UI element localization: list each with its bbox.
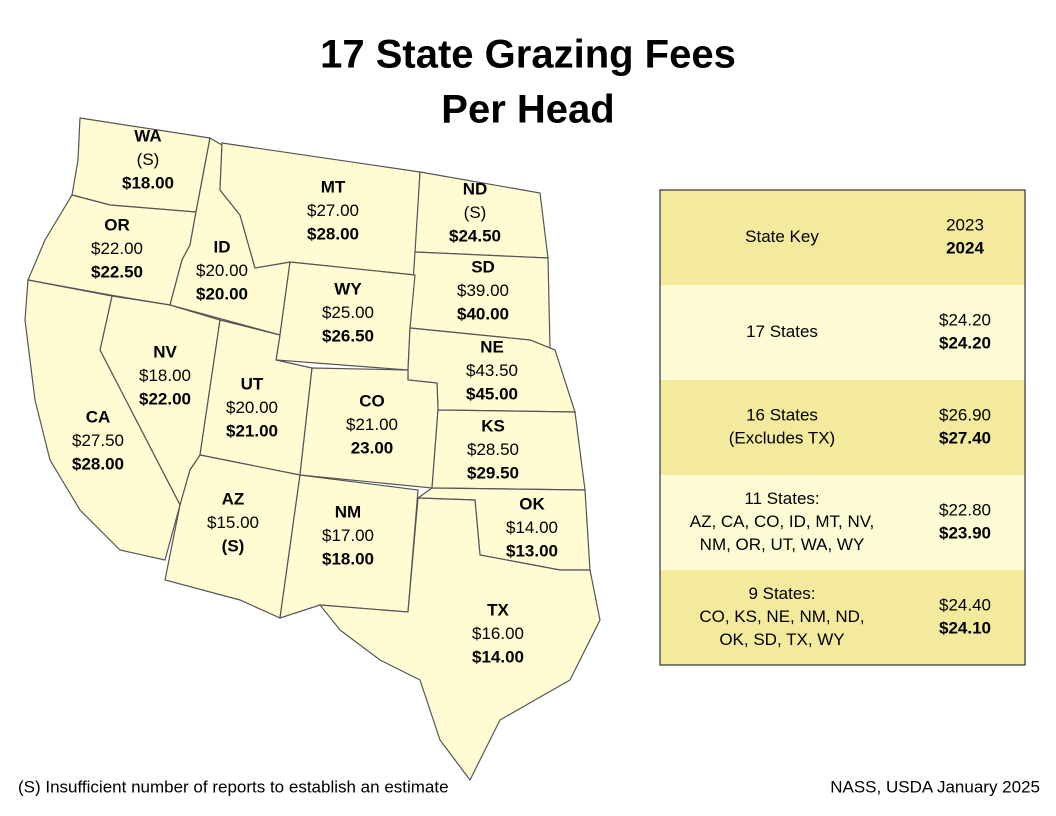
header-label: State Key bbox=[745, 227, 819, 246]
row-label: 17 States bbox=[746, 322, 818, 341]
fee-2023: $27.00 bbox=[307, 201, 359, 220]
source: NASS, USDA January 2025 bbox=[830, 777, 1040, 796]
fee-2023: $22.00 bbox=[91, 239, 143, 258]
fee-2024: $28.00 bbox=[72, 454, 124, 473]
row-label: (Excludes TX) bbox=[729, 428, 835, 447]
state-shape bbox=[24, 279, 181, 561]
state-shape bbox=[279, 474, 419, 619]
fee-2024: (S) bbox=[222, 536, 245, 555]
fee-2024: $18.00 bbox=[122, 173, 174, 192]
row-label: OK, SD, TX, WY bbox=[719, 630, 844, 649]
fee-2023: $20.00 bbox=[196, 261, 248, 280]
fee-2023: (S) bbox=[464, 203, 487, 222]
row-2023: $24.40 bbox=[939, 595, 991, 614]
state-code: WA bbox=[134, 126, 161, 145]
fee-2024: $20.00 bbox=[196, 284, 248, 303]
fee-2024: $40.00 bbox=[457, 304, 509, 323]
state-code: NV bbox=[153, 342, 177, 361]
fee-2023: $17.00 bbox=[322, 526, 374, 545]
state-code: AZ bbox=[222, 489, 245, 508]
state-key-table bbox=[659, 189, 1026, 666]
state-code: UT bbox=[241, 374, 264, 393]
state-code: WY bbox=[334, 279, 362, 298]
row-2024: $24.10 bbox=[939, 618, 991, 637]
row-2024: $27.40 bbox=[939, 428, 991, 447]
row-2023: $24.20 bbox=[939, 310, 991, 329]
row-2024: $24.20 bbox=[939, 333, 991, 352]
fee-2023: $15.00 bbox=[207, 513, 259, 532]
fee-2023: $27.50 bbox=[72, 431, 124, 450]
fee-2024: $45.00 bbox=[466, 384, 518, 403]
row-label: 11 States: bbox=[744, 489, 819, 508]
state-code: NM bbox=[335, 502, 361, 521]
row-2024: $23.90 bbox=[939, 523, 991, 542]
fee-2024: $21.00 bbox=[226, 421, 278, 440]
fee-2024: $22.50 bbox=[91, 262, 143, 281]
row-label: 16 States bbox=[746, 405, 818, 424]
footnote: (S) Insufficient number of reports to es… bbox=[18, 777, 449, 796]
fee-2023: $43.50 bbox=[466, 361, 518, 380]
subtitle: Per Head bbox=[441, 88, 614, 132]
row-bg bbox=[660, 380, 1025, 475]
fee-2024: $24.50 bbox=[449, 226, 501, 245]
row-2023: $22.80 bbox=[939, 500, 991, 519]
row-bg bbox=[660, 285, 1025, 380]
fee-2024: $22.00 bbox=[139, 389, 191, 408]
fee-2023: $20.00 bbox=[226, 398, 278, 417]
row-bg bbox=[660, 475, 1025, 570]
row-bg bbox=[660, 570, 1025, 665]
state-code: CA bbox=[86, 407, 111, 426]
row-label: 9 States: bbox=[748, 584, 815, 603]
map bbox=[24, 117, 601, 782]
fee-2024: $29.50 bbox=[467, 463, 519, 482]
fee-2023: (S) bbox=[137, 150, 160, 169]
row-bg bbox=[660, 190, 1025, 285]
state-code: OR bbox=[104, 215, 130, 234]
state-code: TX bbox=[487, 600, 509, 619]
row-label: NM, OR, UT, WA, WY bbox=[700, 535, 865, 554]
fee-2024: $28.00 bbox=[307, 224, 359, 243]
state-shape bbox=[318, 497, 601, 782]
fee-2024: $26.50 bbox=[322, 326, 374, 345]
state-code: MT bbox=[321, 177, 346, 196]
fee-2023: $28.50 bbox=[467, 440, 519, 459]
row-2023: $26.90 bbox=[939, 405, 991, 424]
state-code: ID bbox=[214, 237, 231, 256]
state-code: OK bbox=[519, 494, 545, 513]
fee-2023: $39.00 bbox=[457, 281, 509, 300]
fee-2024: 23.00 bbox=[351, 438, 394, 457]
state-code: CO bbox=[359, 391, 385, 410]
state-code: ND bbox=[463, 179, 488, 198]
fee-2023: $25.00 bbox=[322, 303, 374, 322]
header-2024: 2024 bbox=[946, 238, 984, 257]
fee-2023: $14.00 bbox=[506, 518, 558, 537]
state-code: NE bbox=[480, 337, 504, 356]
fee-2023: $21.00 bbox=[346, 415, 398, 434]
header-2023: 2023 bbox=[946, 215, 984, 234]
fee-2024: $14.00 bbox=[472, 647, 524, 666]
state-shape bbox=[299, 367, 439, 489]
title: 17 State Grazing Fees bbox=[320, 33, 736, 77]
fee-2024: $13.00 bbox=[506, 541, 558, 560]
row-label: CO, KS, NE, NM, ND, bbox=[699, 607, 864, 626]
fee-2023: $16.00 bbox=[472, 624, 524, 643]
state-code: SD bbox=[471, 257, 495, 276]
fee-2024: $18.00 bbox=[322, 549, 374, 568]
table-border bbox=[659, 189, 1026, 666]
row-label: AZ, CA, CO, ID, MT, NV, bbox=[690, 512, 875, 531]
state-code: KS bbox=[481, 416, 505, 435]
fee-2023: $18.00 bbox=[139, 366, 191, 385]
